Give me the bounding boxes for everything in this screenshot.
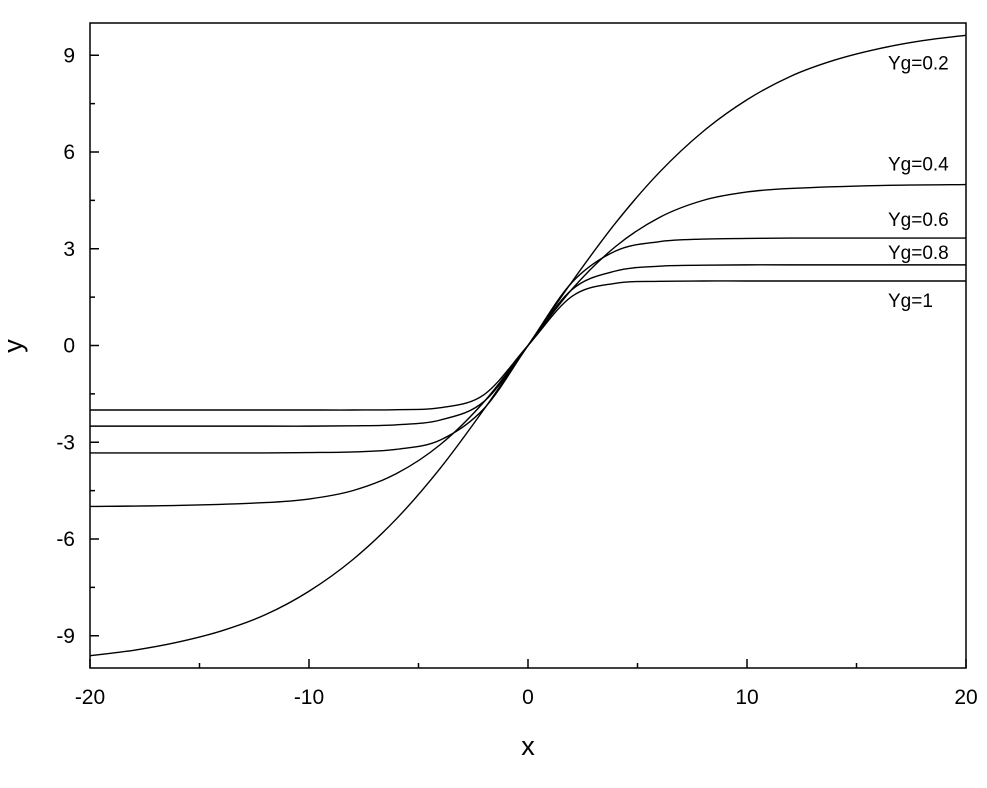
x-tick-label: -10 xyxy=(294,686,324,709)
x-tick-label: 10 xyxy=(735,686,758,709)
x-tick-label: 20 xyxy=(954,686,977,709)
series-label: Yg=1 xyxy=(888,291,933,312)
y-tick-label: 3 xyxy=(63,238,75,261)
series-labels: Yg=0.2 Yg=0.4 Yg=0.6 Yg=0.8 Yg=1 xyxy=(888,53,949,312)
y-tick-label: -6 xyxy=(56,528,75,551)
ticks-layer xyxy=(89,54,967,668)
series-line-4 xyxy=(90,280,966,411)
series-label: Yg=0.2 xyxy=(888,53,949,74)
y-tick-label: 0 xyxy=(63,335,75,358)
x-tick-label: 0 xyxy=(522,686,534,709)
series-label: Yg=0.6 xyxy=(888,210,949,231)
y-tick-labels: -9 -6 -3 0 3 6 9 xyxy=(56,44,75,648)
y-tick-label: 9 xyxy=(63,44,75,67)
y-axis-title: y xyxy=(0,339,28,353)
series-layer xyxy=(89,34,967,657)
x-tick-label: -20 xyxy=(75,686,105,709)
y-tick-label: -3 xyxy=(56,431,75,454)
series-label: Yg=0.8 xyxy=(888,243,949,264)
y-tick-label: 6 xyxy=(63,141,75,164)
x-axis-title: x xyxy=(521,731,535,761)
x-tick-labels: -20 -10 0 10 20 xyxy=(75,686,978,709)
series-label: Yg=0.4 xyxy=(888,155,949,176)
y-tick-label: -9 xyxy=(56,625,75,648)
